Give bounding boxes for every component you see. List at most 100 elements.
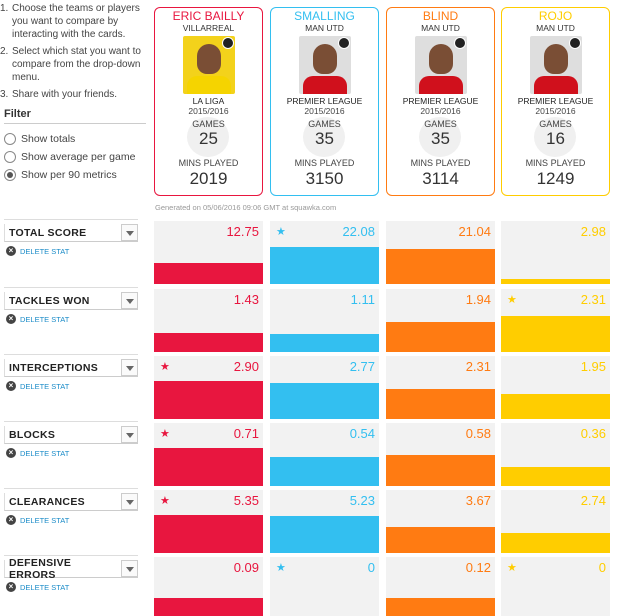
stat-value: 1.11 <box>350 292 375 307</box>
row-divider <box>4 421 138 422</box>
chevron-down-icon[interactable] <box>121 359 138 376</box>
stat-cell: 1.94 <box>386 289 495 352</box>
close-icon: × <box>6 381 16 391</box>
stat-selector[interactable]: TOTAL SCORE <box>4 224 138 242</box>
stat-value: 2.74 <box>580 493 606 508</box>
step-number: 3. <box>0 89 9 100</box>
instruction-step: 1. Choose the teams or players you want t… <box>0 2 148 41</box>
stat-selector[interactable]: TACKLES WON <box>4 292 138 310</box>
chevron-down-icon[interactable] <box>121 426 138 443</box>
season: 2015/2016 <box>304 106 345 116</box>
stat-value: 21.04 <box>458 224 491 239</box>
player-card[interactable]: SMALLING MAN UTD PREMIER LEAGUE 2015/201… <box>270 7 379 196</box>
delete-stat-link[interactable]: × DELETE STAT <box>6 448 69 458</box>
stat-selector[interactable]: DEFENSIVE ERRORS <box>4 557 138 581</box>
stat-selector[interactable]: BLOCKS <box>4 426 138 444</box>
chevron-down-icon[interactable] <box>121 224 138 241</box>
step-number: 2. <box>0 46 9 57</box>
filter-option-per90[interactable]: Show per 90 metrics <box>4 166 146 184</box>
stat-cell: 5.35 ★ <box>154 490 263 553</box>
stat-selector[interactable]: INTERCEPTIONS <box>4 359 138 377</box>
league-name: LA LIGA <box>192 96 225 106</box>
delete-stat-label: DELETE STAT <box>20 515 70 525</box>
chevron-down-icon[interactable] <box>121 493 138 510</box>
stat-value: 0.09 <box>233 560 259 575</box>
stat-value: 0.58 <box>465 426 491 441</box>
radio-label: Show per 90 metrics <box>21 169 117 181</box>
stat-value: 0 <box>598 560 606 575</box>
row-divider <box>4 354 138 355</box>
mins-value: 3114 <box>422 169 459 188</box>
games-block: GAMES 16 <box>502 116 609 158</box>
player-card[interactable]: BLIND MAN UTD PREMIER LEAGUE 2015/2016 G… <box>386 7 495 196</box>
player-name: ROJO <box>538 9 573 23</box>
delete-stat-link[interactable]: × DELETE STAT <box>6 314 69 324</box>
stat-bar <box>501 467 610 486</box>
stat-value: 5.35 <box>233 493 259 508</box>
player-card[interactable]: ERIC BAILLY VILLARREAL LA LIGA 2015/2016… <box>154 7 263 196</box>
stat-cell: 1.95 <box>501 356 610 419</box>
team-name: MAN UTD <box>305 23 344 33</box>
delete-stat-link[interactable]: × DELETE STAT <box>6 246 69 256</box>
chevron-down-icon[interactable] <box>121 560 138 577</box>
filter-option-average[interactable]: Show average per game <box>4 148 146 166</box>
stat-value: 22.08 <box>342 224 375 239</box>
stat-bar <box>386 527 495 553</box>
shirt-shape <box>186 76 231 94</box>
radio-button[interactable] <box>4 169 16 181</box>
stat-cell: 0 ★ <box>501 557 610 616</box>
instruction-step: 2. Select which stat you want to compare … <box>0 45 148 84</box>
star-icon: ★ <box>276 226 286 238</box>
radio-button[interactable] <box>4 151 16 163</box>
games-circle <box>419 117 461 157</box>
delete-stat-link[interactable]: × DELETE STAT <box>6 582 69 592</box>
shirt-shape <box>302 76 347 94</box>
stat-bar <box>386 455 495 486</box>
stat-bar <box>154 598 263 616</box>
mins-value: 3150 <box>305 169 344 188</box>
player-photo <box>529 36 582 94</box>
stat-cell: 0.58 <box>386 423 495 486</box>
close-icon: × <box>6 515 16 525</box>
stat-value: 1.43 <box>233 292 259 307</box>
stat-selector[interactable]: CLEARANCES <box>4 493 138 511</box>
radio-button[interactable] <box>4 133 16 145</box>
stat-bar <box>154 515 263 553</box>
head-shape <box>312 44 337 74</box>
step-text: Select which stat you want to compare fr… <box>12 46 141 83</box>
games-label: GAMES <box>308 119 341 129</box>
delete-stat-link[interactable]: × DELETE STAT <box>6 515 69 525</box>
games-circle <box>303 117 345 157</box>
delete-stat-link[interactable]: × DELETE STAT <box>6 381 69 391</box>
stat-label: INTERCEPTIONS <box>9 361 99 374</box>
stat-cell: 5.23 <box>270 490 379 553</box>
games-circle <box>534 117 576 157</box>
team-name: MAN UTD <box>421 23 460 33</box>
stat-bar <box>501 316 610 352</box>
step-text: Share with your friends. <box>12 89 118 100</box>
stat-bar <box>386 389 495 419</box>
team-name: VILLARREAL <box>182 23 235 33</box>
player-card[interactable]: ROJO MAN UTD PREMIER LEAGUE 2015/2016 GA… <box>501 7 610 196</box>
games-block: GAMES 25 <box>155 116 262 158</box>
stat-cell: 2.31 <box>386 356 495 419</box>
stat-label: TOTAL SCORE <box>9 226 87 239</box>
player-photo <box>182 36 235 94</box>
head-shape <box>543 44 568 74</box>
league-name: PREMIER LEAGUE <box>286 96 363 106</box>
club-badge-icon <box>221 37 234 49</box>
stat-cell: 2.74 <box>501 490 610 553</box>
stat-cell: 2.31 ★ <box>501 289 610 352</box>
chevron-down-icon[interactable] <box>121 292 138 309</box>
league-name: PREMIER LEAGUE <box>402 96 479 106</box>
stat-value: 0.54 <box>349 426 375 441</box>
mins-label: MINS PLAYED <box>294 158 355 168</box>
generated-note: Generated on 05/06/2016 09:06 GMT at squ… <box>155 203 337 212</box>
stat-value: 0.71 <box>233 426 259 441</box>
mins-label: MINS PLAYED <box>525 158 586 168</box>
player-name: SMALLING <box>294 9 355 23</box>
player-photo <box>414 36 467 94</box>
filter-option-totals[interactable]: Show totals <box>4 130 146 148</box>
stat-bar <box>154 263 263 284</box>
season: 2015/2016 <box>420 106 461 116</box>
